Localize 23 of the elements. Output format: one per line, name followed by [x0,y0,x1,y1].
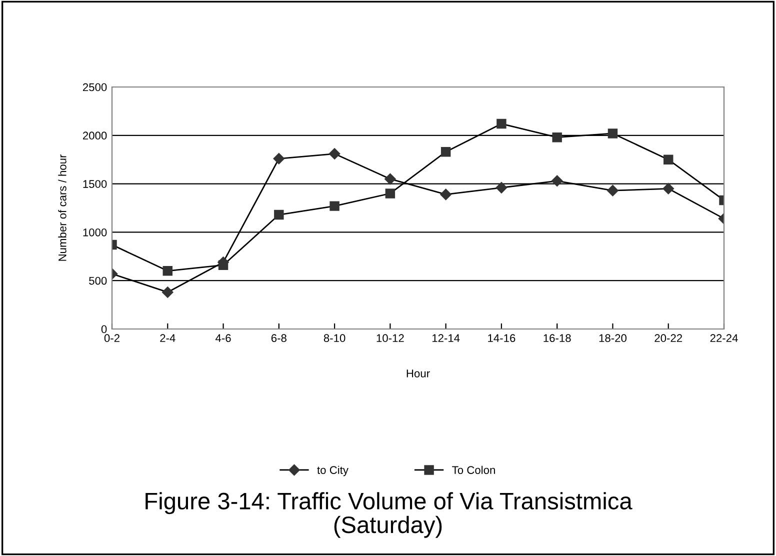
y-tick-label: 1500 [83,180,107,188]
text: Figure 3-14: Traffic Volume of Via Transistmica (Saturday) [146,492,632,538]
x-tick-label: 12-14 [432,334,460,342]
x-axis-title: Hour [406,370,430,378]
x-tick-label: 14-16 [488,334,516,342]
x-tick-label: 10-12 [376,334,404,342]
x-tick-label: 0-2 [104,334,120,342]
y-tick-label: 2500 [82,83,107,92]
y-tick-label: 500 [89,276,107,285]
x-tick-label: 4-6 [216,334,231,342]
x-tick-label: 22-24 [710,334,738,342]
legend-label: to City [317,466,348,476]
x-tick-label: 16-18 [544,334,571,342]
y-axis-title: Number of cars / hour [58,154,66,261]
x-tick-label: 18-20 [599,334,627,342]
y-tick-label: 2000 [82,132,107,140]
y-tick-label: 1000 [83,228,107,236]
x-tick-label: 8-10 [324,334,346,342]
x-tick-label: 6-8 [271,334,286,342]
y-tick-label: 0 [101,325,107,334]
legend-label: To Colon [452,466,495,474]
x-tick-label: 2-4 [160,334,176,342]
x-tick-label: 20-22 [654,334,682,342]
